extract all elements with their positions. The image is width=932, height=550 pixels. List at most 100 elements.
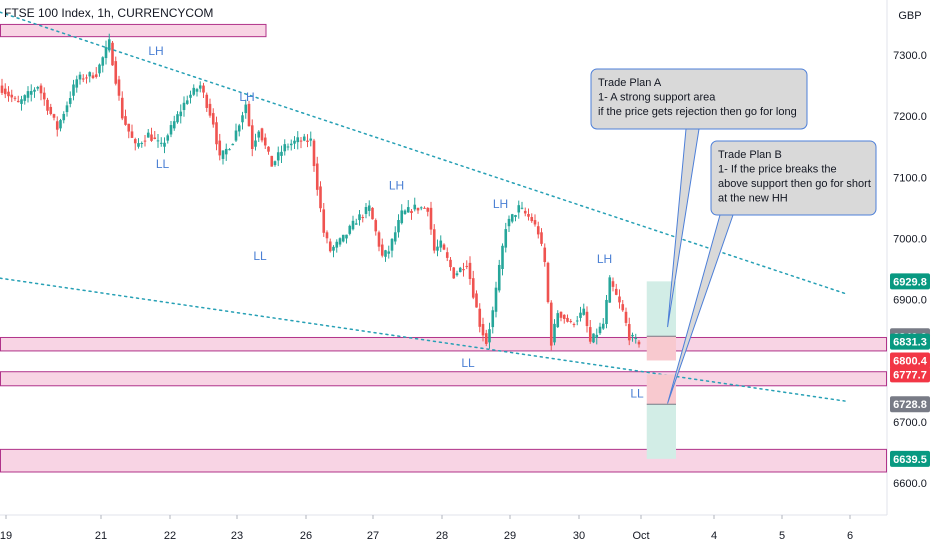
price-tag: 6831.3: [890, 333, 930, 350]
candle-body: [224, 148, 228, 155]
candle-body: [432, 229, 436, 251]
price-tag: 6929.8: [890, 273, 930, 290]
y-tick-label: 7200.0: [893, 111, 927, 123]
candle-body: [449, 259, 452, 268]
x-tick-label: 29: [504, 530, 516, 542]
candle-body: [452, 267, 456, 279]
candle-body: [562, 314, 566, 319]
price-tag-label: 6929.8: [893, 276, 927, 288]
candle-body: [497, 264, 501, 291]
candle-body: [468, 262, 472, 280]
candle-body: [221, 150, 225, 159]
candle-body: [520, 207, 524, 209]
trendline[interactable]: [0, 277, 846, 402]
candle-body: [442, 244, 446, 250]
candle-body: [631, 334, 634, 337]
candle-body: [26, 91, 30, 98]
candle-body: [198, 85, 202, 89]
candle-body: [296, 137, 300, 143]
support-zone-rect[interactable]: [0, 23, 267, 38]
candle-body: [172, 121, 176, 129]
candle-body: [91, 75, 95, 78]
x-tick-label: 28: [436, 530, 448, 542]
candle-body: [354, 223, 358, 225]
candle-body: [345, 234, 348, 239]
x-tick-label: 30: [573, 530, 585, 542]
candle-body: [211, 113, 215, 125]
candle-body: [289, 143, 293, 146]
candle-body: [176, 114, 179, 123]
short-position-tool[interactable]: [646, 374, 676, 459]
candle-body: [455, 273, 459, 276]
candle-body: [322, 209, 326, 233]
price-tag-bg: [890, 352, 930, 369]
candle-body: [325, 232, 329, 239]
y-tick-label: 7300.0: [893, 50, 927, 62]
candle-body: [215, 122, 218, 145]
price-tag: 6728.8: [890, 396, 930, 413]
x-tick-label: 21: [95, 530, 107, 542]
swing-label-lh: LH: [239, 90, 254, 104]
candle-body: [514, 215, 517, 218]
swing-label-ll: LL: [630, 386, 644, 400]
candle-body: [436, 246, 439, 251]
candle-body: [250, 125, 254, 150]
candle-body: [367, 205, 371, 211]
y-tick-label: 7000.0: [893, 233, 927, 245]
candle-body: [582, 308, 586, 315]
candle-body: [397, 220, 400, 233]
candle-body: [566, 317, 569, 322]
candle-body: [254, 140, 257, 147]
candle-body: [270, 155, 274, 167]
candle-body: [75, 79, 79, 88]
candle-body: [20, 99, 23, 104]
chart-title: FTSE 100 Index, 1h, CURRENCYCOM: [4, 6, 214, 20]
candle-body: [78, 74, 82, 80]
candle-body: [306, 140, 309, 142]
trendline[interactable]: [0, 11, 846, 295]
x-tick-label: 27: [367, 530, 379, 542]
callout-box: [710, 140, 877, 216]
support-zone-rect[interactable]: [0, 448, 887, 473]
candle-body: [374, 220, 378, 232]
profit-zone: [646, 404, 676, 459]
candle-body: [384, 250, 387, 257]
support-zone-rect[interactable]: [0, 371, 887, 387]
candle-body: [293, 140, 296, 144]
y-tick-label: 6600.0: [893, 478, 927, 490]
candle-body: [42, 92, 46, 100]
candle-body: [137, 143, 140, 147]
candle-body: [205, 94, 209, 108]
loss-zone: [646, 336, 676, 361]
candle-body: [312, 140, 316, 167]
candle-body: [218, 140, 222, 156]
candle-body: [341, 234, 345, 242]
candle-body: [546, 262, 550, 303]
candle-body: [81, 78, 85, 80]
candle-body: [608, 277, 612, 303]
candle-body: [202, 85, 205, 93]
candle-body: [621, 304, 625, 311]
candle-body: [120, 97, 124, 119]
candle-body: [588, 327, 592, 342]
candle-body: [124, 116, 127, 125]
callout-text-line: above support then go for short: [718, 178, 871, 190]
candle-body: [114, 61, 118, 84]
candle-body: [416, 207, 420, 211]
price-tag: 6800.4: [890, 352, 930, 369]
candle-body: [159, 142, 163, 144]
currency-label: GBP: [898, 10, 921, 22]
candle-body: [380, 244, 384, 256]
trade-plan-callout[interactable]: Trade Plan B 1- If the price breaks the ab…: [667, 140, 877, 404]
candle-body: [156, 140, 160, 142]
candle-body: [627, 324, 631, 341]
candle-body: [494, 287, 498, 312]
trade-plan-callout[interactable]: Trade Plan A 1- A strong support area if t…: [590, 68, 808, 328]
candle-body: [280, 151, 283, 156]
candle-body: [484, 333, 488, 344]
support-zone-rect[interactable]: [0, 336, 887, 352]
candle-body: [549, 302, 553, 346]
candle-body: [241, 115, 244, 123]
candle-body: [130, 131, 134, 138]
